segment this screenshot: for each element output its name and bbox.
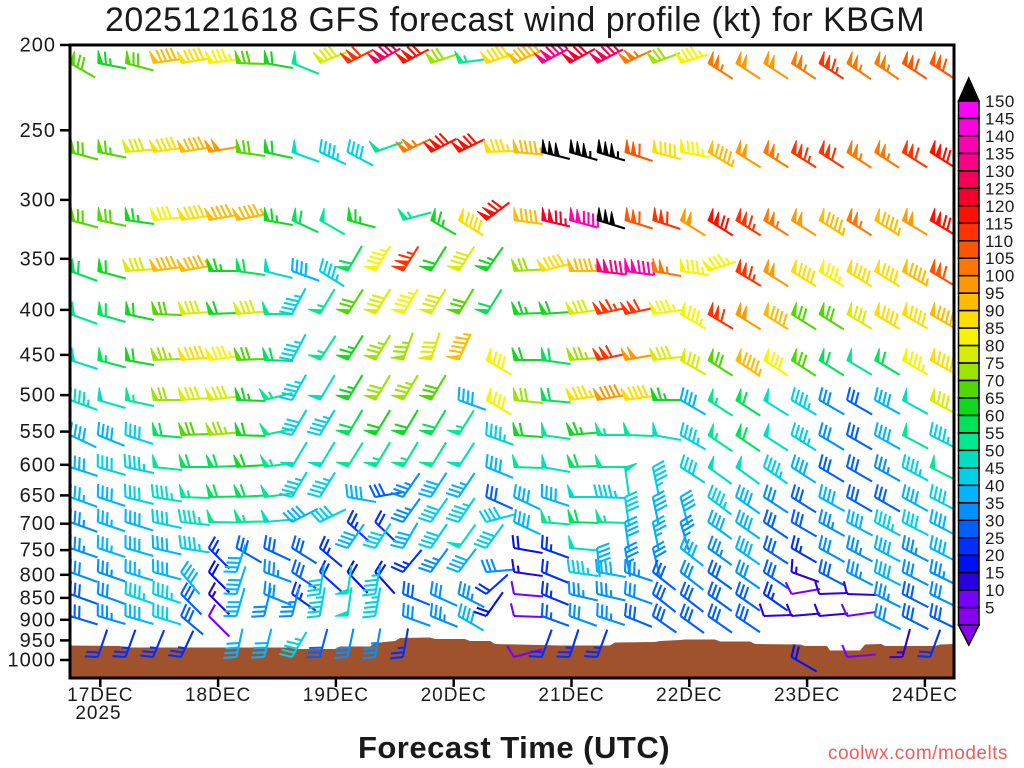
svg-text:125: 125 xyxy=(985,179,1015,198)
svg-text:400: 400 xyxy=(20,299,56,321)
svg-text:135: 135 xyxy=(985,144,1015,163)
svg-text:20DEC: 20DEC xyxy=(421,685,487,706)
svg-text:65: 65 xyxy=(985,389,1005,408)
svg-text:145: 145 xyxy=(985,110,1015,129)
svg-text:35: 35 xyxy=(985,494,1005,513)
svg-text:1000: 1000 xyxy=(8,650,57,672)
svg-text:70: 70 xyxy=(985,372,1005,391)
svg-text:2025121618 GFS forecast wind p: 2025121618 GFS forecast wind profile (kt… xyxy=(105,1,925,39)
svg-text:5: 5 xyxy=(985,599,995,618)
svg-text:300: 300 xyxy=(20,189,56,211)
svg-text:120: 120 xyxy=(985,197,1015,216)
svg-text:2025: 2025 xyxy=(75,703,121,724)
svg-text:105: 105 xyxy=(985,249,1015,268)
svg-text:350: 350 xyxy=(20,248,56,270)
svg-text:Forecast Time (UTC): Forecast Time (UTC) xyxy=(358,730,670,765)
svg-text:23DEC: 23DEC xyxy=(774,685,840,706)
svg-text:19DEC: 19DEC xyxy=(303,685,369,706)
svg-text:140: 140 xyxy=(985,127,1015,146)
svg-text:600: 600 xyxy=(20,454,56,476)
svg-text:130: 130 xyxy=(985,162,1015,181)
svg-text:80: 80 xyxy=(985,337,1005,356)
svg-text:115: 115 xyxy=(985,214,1014,233)
svg-text:150: 150 xyxy=(985,92,1015,111)
svg-text:100: 100 xyxy=(985,267,1015,286)
svg-text:550: 550 xyxy=(20,421,56,443)
svg-text:450: 450 xyxy=(20,344,56,366)
svg-text:200: 200 xyxy=(20,35,56,57)
svg-text:250: 250 xyxy=(20,120,56,142)
svg-text:20: 20 xyxy=(985,546,1005,565)
svg-text:40: 40 xyxy=(985,476,1005,495)
svg-text:15: 15 xyxy=(985,564,1005,583)
svg-text:50: 50 xyxy=(985,441,1005,460)
svg-text:17DEC: 17DEC xyxy=(67,685,133,706)
svg-text:800: 800 xyxy=(20,564,56,586)
svg-text:21DEC: 21DEC xyxy=(538,685,604,706)
svg-text:18DEC: 18DEC xyxy=(185,685,251,706)
svg-text:110: 110 xyxy=(985,232,1014,251)
svg-text:22DEC: 22DEC xyxy=(656,685,722,706)
svg-text:750: 750 xyxy=(20,540,56,562)
svg-text:900: 900 xyxy=(20,609,56,631)
svg-text:coolwx.com/modelts: coolwx.com/modelts xyxy=(828,743,1008,764)
svg-text:10: 10 xyxy=(985,581,1005,600)
svg-text:700: 700 xyxy=(20,513,56,535)
svg-text:950: 950 xyxy=(20,630,56,652)
svg-text:60: 60 xyxy=(985,407,1005,426)
svg-text:500: 500 xyxy=(20,385,56,407)
svg-text:55: 55 xyxy=(985,424,1005,443)
svg-text:30: 30 xyxy=(985,511,1005,530)
svg-text:90: 90 xyxy=(985,302,1005,321)
svg-text:95: 95 xyxy=(985,284,1005,303)
svg-text:75: 75 xyxy=(985,354,1005,373)
svg-text:25: 25 xyxy=(985,529,1005,548)
svg-text:45: 45 xyxy=(985,459,1005,478)
svg-text:85: 85 xyxy=(985,319,1005,338)
svg-text:850: 850 xyxy=(20,587,56,609)
svg-text:650: 650 xyxy=(20,485,56,507)
svg-text:24DEC: 24DEC xyxy=(892,685,958,706)
